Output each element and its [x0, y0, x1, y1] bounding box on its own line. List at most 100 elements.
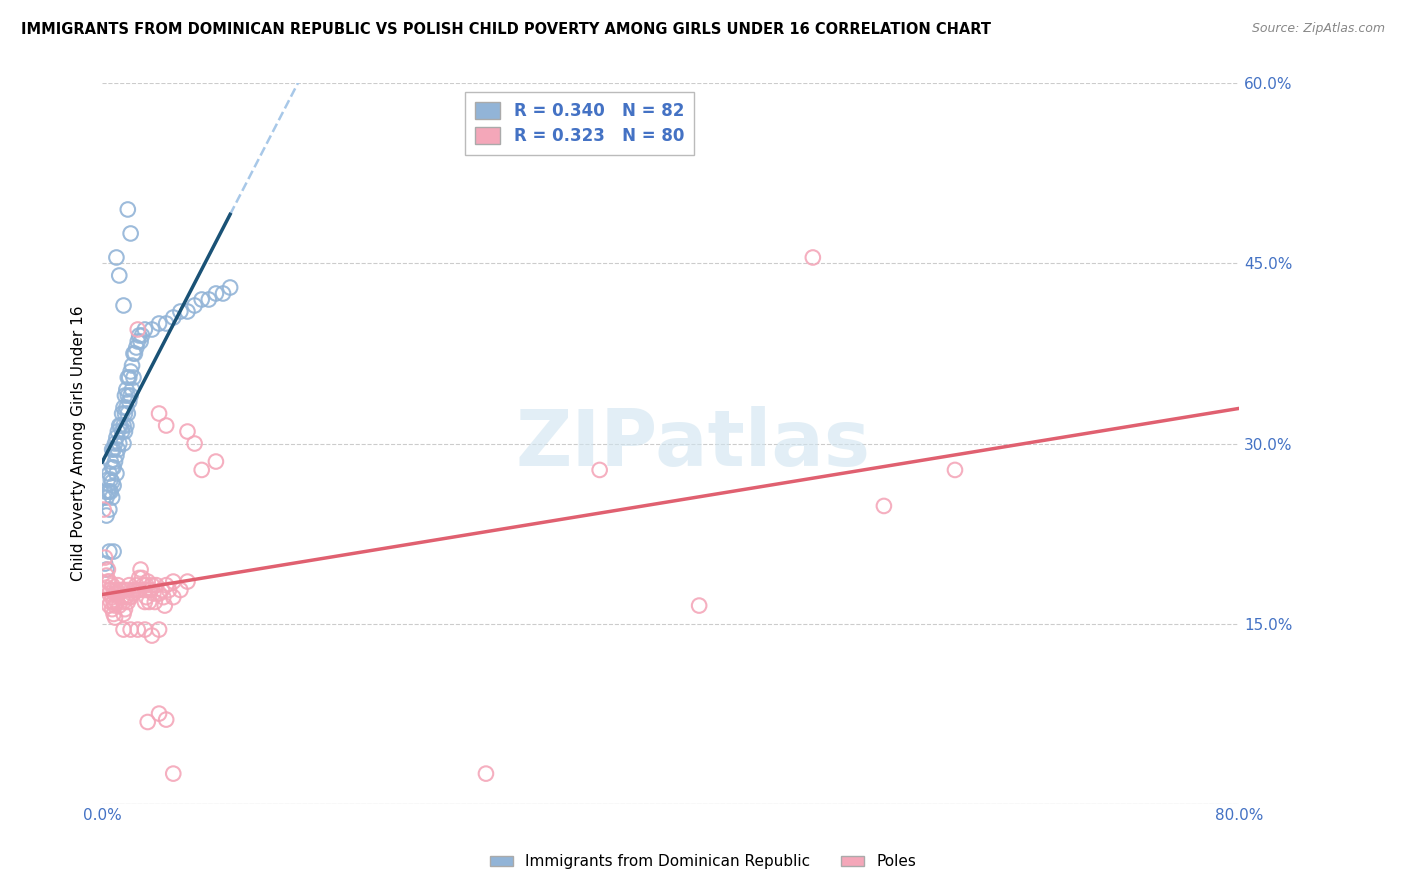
Point	[801, 251, 824, 265]
Point	[128, 571, 150, 585]
Point	[107, 578, 129, 592]
Point	[104, 599, 127, 613]
Point	[162, 574, 184, 589]
Point	[152, 590, 174, 604]
Point	[155, 418, 177, 433]
Point	[108, 586, 131, 600]
Point	[114, 425, 136, 439]
Point	[139, 582, 162, 597]
Point	[97, 574, 120, 589]
Point	[148, 706, 170, 721]
Point	[125, 341, 148, 355]
Point	[100, 595, 122, 609]
Point	[98, 586, 121, 600]
Point	[153, 599, 176, 613]
Point	[118, 578, 141, 592]
Point	[183, 436, 205, 450]
Point	[176, 574, 198, 589]
Point	[97, 563, 120, 577]
Point	[124, 582, 146, 597]
Point	[112, 582, 135, 597]
Point	[118, 394, 141, 409]
Point	[96, 491, 118, 505]
Point	[97, 473, 120, 487]
Point	[150, 582, 173, 597]
Point	[943, 463, 966, 477]
Point	[117, 202, 139, 217]
Point	[135, 578, 157, 592]
Point	[169, 304, 191, 318]
Point	[176, 425, 198, 439]
Point	[114, 388, 136, 402]
Point	[169, 582, 191, 597]
Point	[104, 454, 127, 468]
Point	[105, 467, 128, 481]
Point	[108, 268, 131, 283]
Point	[141, 578, 163, 592]
Point	[100, 484, 122, 499]
Point	[98, 544, 121, 558]
Point	[121, 383, 143, 397]
Legend: Immigrants from Dominican Republic, Poles: Immigrants from Dominican Republic, Pole…	[484, 848, 922, 875]
Point	[105, 582, 128, 597]
Point	[128, 328, 150, 343]
Point	[127, 623, 149, 637]
Point	[94, 484, 117, 499]
Point	[138, 595, 160, 609]
Point	[112, 401, 135, 415]
Point	[148, 623, 170, 637]
Point	[114, 590, 136, 604]
Point	[104, 586, 127, 600]
Point	[104, 436, 127, 450]
Point	[205, 454, 228, 468]
Point	[117, 388, 139, 402]
Point	[120, 388, 142, 402]
Point	[107, 442, 129, 457]
Point	[138, 582, 160, 597]
Text: ZIPatlas: ZIPatlas	[516, 406, 870, 482]
Point	[101, 442, 124, 457]
Point	[125, 578, 148, 592]
Point	[136, 574, 159, 589]
Point	[108, 436, 131, 450]
Point	[162, 766, 184, 780]
Point	[155, 578, 177, 592]
Point	[134, 322, 156, 336]
Point	[176, 304, 198, 318]
Point	[105, 595, 128, 609]
Point	[98, 574, 121, 589]
Point	[112, 298, 135, 312]
Point	[101, 602, 124, 616]
Point	[112, 436, 135, 450]
Point	[148, 407, 170, 421]
Point	[93, 491, 115, 505]
Point	[100, 454, 122, 468]
Point	[93, 502, 115, 516]
Point	[107, 425, 129, 439]
Point	[100, 582, 122, 597]
Point	[111, 590, 134, 604]
Point	[108, 599, 131, 613]
Point	[127, 322, 149, 336]
Point	[205, 286, 228, 301]
Point	[190, 293, 212, 307]
Point	[96, 581, 118, 595]
Point	[103, 478, 125, 492]
Point	[105, 431, 128, 445]
Point	[134, 582, 156, 597]
Point	[103, 582, 125, 597]
Point	[98, 484, 121, 499]
Point	[101, 460, 124, 475]
Point	[155, 317, 177, 331]
Point	[198, 293, 221, 307]
Point	[148, 586, 170, 600]
Point	[114, 602, 136, 616]
Point	[101, 475, 124, 489]
Point	[141, 629, 163, 643]
Point	[688, 599, 710, 613]
Point	[124, 346, 146, 360]
Point	[141, 322, 163, 336]
Point	[115, 590, 138, 604]
Point	[96, 568, 118, 582]
Point	[97, 484, 120, 499]
